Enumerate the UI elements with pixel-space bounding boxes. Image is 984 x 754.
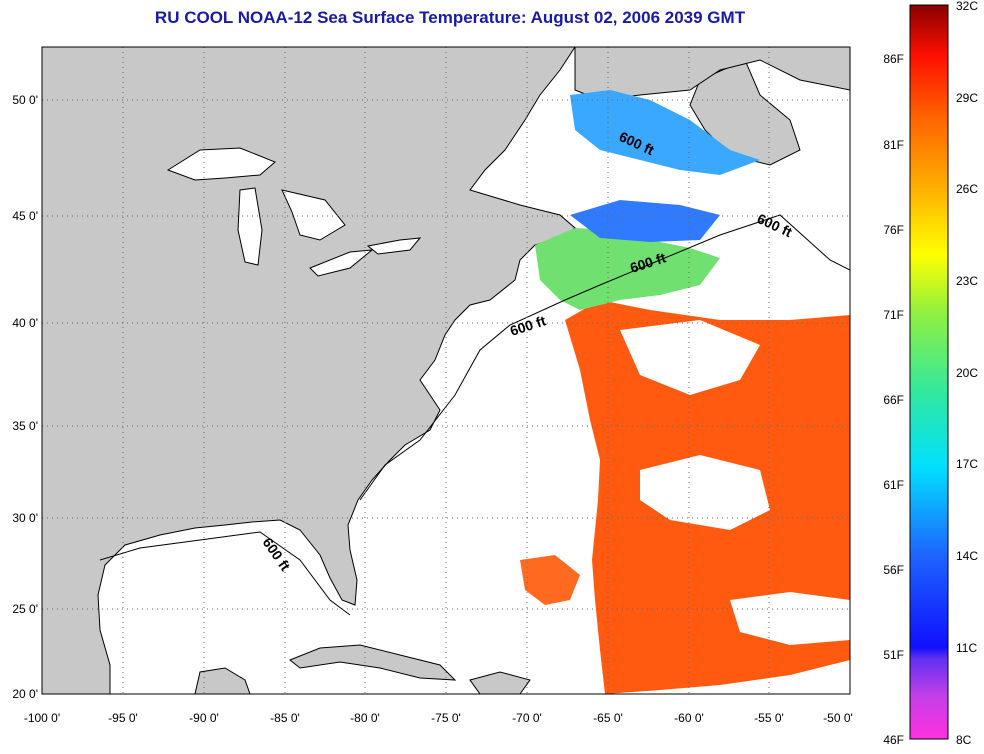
colorbar xyxy=(909,4,949,740)
lon-tick-labels: -100 0' -95 0' -90 0' -85 0' -80 0' -75 … xyxy=(24,711,853,725)
lat-tick-label: 25 0' xyxy=(12,602,38,616)
sst-cool-water xyxy=(535,228,720,310)
colorbar-label-f: 76F xyxy=(883,223,904,237)
colorbar-label-f: 61F xyxy=(883,478,904,492)
colorbar-label-f: 81F xyxy=(883,138,904,152)
colorbar-label-c: 20C xyxy=(956,366,978,380)
sst-warm-patch xyxy=(520,555,580,605)
lon-tick-label: -80 0' xyxy=(350,711,380,725)
cuba-land xyxy=(289,644,457,681)
lon-tick-label: -75 0' xyxy=(431,711,461,725)
north-america-land xyxy=(42,47,576,694)
cloud-gap xyxy=(730,592,850,645)
colorbar-label-f: 56F xyxy=(883,563,904,577)
lat-tick-label: 50 0' xyxy=(12,93,38,107)
lon-tick-label: -85 0' xyxy=(270,711,300,725)
cloud-gap xyxy=(620,320,760,395)
lon-tick-label: -100 0' xyxy=(24,711,60,725)
lon-tick-label: -70 0' xyxy=(512,711,542,725)
colorbar-label-f: 66F xyxy=(883,393,904,407)
lake-huron xyxy=(281,189,346,241)
lon-tick-label: -55 0' xyxy=(754,711,784,725)
lat-tick-label: 45 0' xyxy=(12,209,38,223)
hispaniola-land xyxy=(469,671,531,694)
lat-tick-labels: 20 0' 25 0' 30 0' 35 0' 40 0' 45 0' 50 0… xyxy=(12,93,38,701)
colorbar-label-c: 11C xyxy=(956,641,977,655)
lake-erie xyxy=(309,249,374,277)
colorbar-label-f: 71F xyxy=(883,308,904,322)
lat-tick-label: 40 0' xyxy=(12,316,38,330)
newfoundland-land xyxy=(689,59,801,166)
lon-tick-label: -50 0' xyxy=(823,711,853,725)
colorbar-fahrenheit-labels: 86F 81F 76F 71F 66F 61F 56F 51F 46F xyxy=(883,52,904,747)
cloud-gap xyxy=(640,455,770,530)
map-frame xyxy=(41,46,851,695)
lon-tick-label: -60 0' xyxy=(674,711,704,725)
lon-tick-label: -90 0' xyxy=(189,711,219,725)
lake-ontario xyxy=(366,237,422,255)
lon-tick-label: -95 0' xyxy=(108,711,138,725)
colorbar-label-c: 32C xyxy=(956,0,978,13)
yucatan-land xyxy=(194,667,251,694)
colorbar-label-c: 29C xyxy=(956,91,978,105)
lake-superior xyxy=(166,147,276,181)
colorbar-label-c: 8C xyxy=(956,733,972,747)
lon-tick-label: -65 0' xyxy=(593,711,623,725)
lake-michigan xyxy=(237,187,263,266)
sst-cold-water-2 xyxy=(570,200,720,242)
colorbar-label-f: 46F xyxy=(883,733,904,747)
sst-cold-water xyxy=(570,90,760,175)
colorbar-label-c: 26C xyxy=(956,182,978,196)
lat-tick-label: 35 0' xyxy=(12,419,38,433)
map-title: RU COOL NOAA-12 Sea Surface Temperature:… xyxy=(154,8,746,27)
colorbar-celsius-labels: 32C 29C 26C 23C 20C 17C 14C 11C 8C xyxy=(956,0,978,747)
colorbar-label-f: 51F xyxy=(883,648,904,662)
colorbar-label-c: 17C xyxy=(956,457,978,471)
lat-tick-label: 30 0' xyxy=(12,511,38,525)
colorbar-label-c: 23C xyxy=(956,274,978,288)
colorbar-label-f: 86F xyxy=(883,52,904,66)
lat-tick-label: 20 0' xyxy=(12,687,38,701)
colorbar-label-c: 14C xyxy=(956,549,978,563)
isobath-contour xyxy=(99,214,850,616)
